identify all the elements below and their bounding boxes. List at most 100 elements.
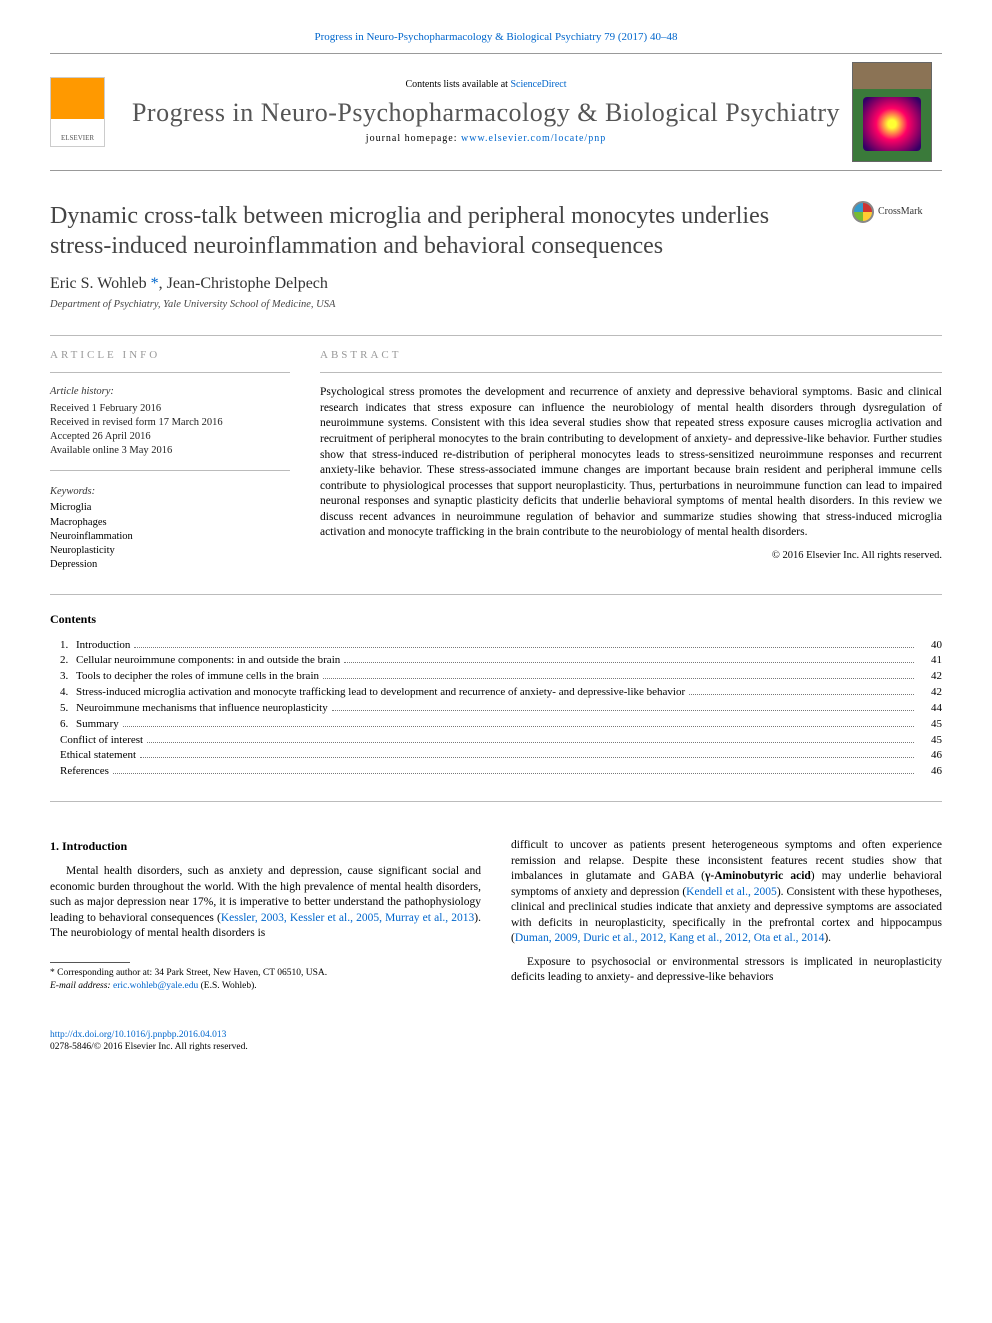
toc-label: Ethical statement	[60, 748, 136, 763]
divider	[320, 372, 942, 373]
footnote-separator	[50, 962, 130, 963]
journal-masthead: ELSEVIER Contents lists available at Sci…	[50, 53, 942, 171]
toc-row[interactable]: Conflict of interest 45	[50, 733, 942, 748]
doi-link[interactable]: http://dx.doi.org/10.1016/j.pnpbp.2016.0…	[50, 1030, 226, 1040]
affiliation: Department of Psychiatry, Yale Universit…	[50, 298, 942, 312]
col2-paragraph-1: difficult to uncover as patients present…	[511, 838, 942, 947]
gaba-term: γ-Aminobutyric acid	[705, 870, 811, 882]
keyword: Neuroplasticity	[50, 544, 290, 558]
citation-link[interactable]: Kendell et al., 2005	[686, 886, 777, 898]
corresponding-author-marker[interactable]: *	[151, 275, 159, 292]
toc-dots	[113, 773, 914, 774]
toc-dots	[323, 678, 914, 679]
running-header: Progress in Neuro-Psychopharmacology & B…	[50, 30, 942, 45]
page-footer: http://dx.doi.org/10.1016/j.pnpbp.2016.0…	[50, 1029, 942, 1055]
history-revised: Received in revised form 17 March 2016	[50, 416, 290, 430]
abstract-heading: abstract	[320, 348, 942, 363]
body-two-column: 1. Introduction Mental health disorders,…	[50, 838, 942, 1000]
article-info-heading: article info	[50, 348, 290, 363]
homepage-prefix: journal homepage:	[366, 133, 461, 144]
journal-cover-thumbnail	[852, 62, 932, 162]
toc-label: Conflict of interest	[60, 733, 143, 748]
history-label: Article history:	[50, 385, 290, 399]
intro-paragraph: Mental health disorders, such as anxiety…	[50, 864, 481, 942]
keyword: Depression	[50, 558, 290, 572]
toc-dots	[134, 647, 914, 648]
journal-homepage-line: journal homepage: www.elsevier.com/locat…	[120, 132, 852, 146]
history-accepted: Accepted 26 April 2016	[50, 430, 290, 444]
citation-link[interactable]: Kessler, 2003, Kessler et al., 2005, Mur…	[221, 912, 474, 924]
toc-row[interactable]: 3.Tools to decipher the roles of immune …	[50, 669, 942, 684]
keywords-label: Keywords:	[50, 485, 290, 499]
sciencedirect-link[interactable]: ScienceDirect	[510, 79, 566, 90]
author-1: Eric S. Wohleb	[50, 275, 151, 292]
toc-dots	[147, 742, 914, 743]
author-list: Eric S. Wohleb *, Jean-Christophe Delpec…	[50, 273, 942, 295]
elsevier-logo: ELSEVIER	[50, 77, 105, 147]
history-received: Received 1 February 2016	[50, 402, 290, 416]
divider	[50, 594, 942, 595]
masthead-center: Contents lists available at ScienceDirec…	[120, 78, 852, 145]
toc-num: 3.	[50, 669, 76, 684]
citation-link[interactable]: Duman, 2009, Duric et al., 2012, Kang et…	[515, 932, 824, 944]
author-2: Jean-Christophe Delpech	[167, 275, 328, 292]
corresponding-author-footnote: * Corresponding author at: 34 Park Stree…	[50, 967, 481, 993]
footnote-text: Corresponding author at: 34 Park Street,…	[55, 968, 327, 978]
toc-dots	[123, 726, 914, 727]
toc-page: 40	[918, 638, 942, 653]
toc-dots	[344, 662, 914, 663]
toc-num: 5.	[50, 701, 76, 716]
toc-page: 46	[918, 748, 942, 763]
toc-page: 45	[918, 733, 942, 748]
toc-label: Tools to decipher the roles of immune ce…	[76, 669, 319, 684]
title-row: Dynamic cross-talk between microglia and…	[50, 201, 942, 261]
journal-title: Progress in Neuro-Psychopharmacology & B…	[120, 98, 852, 128]
toc-row[interactable]: 2.Cellular neuroimmune components: in an…	[50, 653, 942, 668]
toc-label: Summary	[76, 717, 119, 732]
toc-row[interactable]: Ethical statement 46	[50, 748, 942, 763]
email-label: E-mail address:	[50, 981, 113, 991]
toc-row[interactable]: 6.Summary45	[50, 717, 942, 732]
toc-row[interactable]: References 46	[50, 764, 942, 779]
abstract-text: Psychological stress promotes the develo…	[320, 385, 942, 540]
running-header-link[interactable]: Progress in Neuro-Psychopharmacology & B…	[315, 31, 678, 43]
toc-num: 2.	[50, 653, 76, 668]
issn-copyright: 0278-5846/© 2016 Elsevier Inc. All right…	[50, 1042, 248, 1052]
toc-label: Cellular neuroimmune components: in and …	[76, 653, 340, 668]
journal-homepage-link[interactable]: www.elsevier.com/locate/pnp	[461, 133, 606, 144]
toc-page: 46	[918, 764, 942, 779]
crossmark-label: CrossMark	[878, 205, 922, 219]
body-col-left: 1. Introduction Mental health disorders,…	[50, 838, 481, 1000]
toc-dots	[140, 757, 914, 758]
keyword: Neuroinflammation	[50, 530, 290, 544]
author-separator: ,	[159, 275, 167, 292]
toc-num: 6.	[50, 717, 76, 732]
toc-row[interactable]: 5.Neuroimmune mechanisms that influence …	[50, 701, 942, 716]
keywords-block: Keywords: Microglia Macrophages Neuroinf…	[50, 485, 290, 572]
contents-prefix: Contents lists available at	[405, 79, 510, 90]
history-online: Available online 3 May 2016	[50, 444, 290, 458]
col2-paragraph-2: Exposure to psychosocial or environmenta…	[511, 955, 942, 986]
toc-dots	[689, 694, 914, 695]
keyword: Macrophages	[50, 516, 290, 530]
toc-page: 42	[918, 669, 942, 684]
email-suffix: (E.S. Wohleb).	[198, 981, 256, 991]
crossmark-widget[interactable]: CrossMark	[852, 201, 942, 223]
toc-page: 42	[918, 685, 942, 700]
article-info-col: article info Article history: Received 1…	[50, 348, 290, 573]
toc-label: Neuroimmune mechanisms that influence ne…	[76, 701, 328, 716]
divider	[50, 335, 942, 336]
toc-row[interactable]: 4.Stress-induced microglia activation an…	[50, 685, 942, 700]
contents-heading: Contents	[50, 611, 942, 627]
abstract-copyright: © 2016 Elsevier Inc. All rights reserved…	[320, 549, 942, 563]
table-of-contents: 1.Introduction40 2.Cellular neuroimmune …	[50, 638, 942, 780]
cover-thumb-cell	[852, 62, 942, 162]
publisher-label: ELSEVIER	[61, 134, 94, 143]
divider	[50, 470, 290, 471]
toc-label: References	[60, 764, 109, 779]
article-title: Dynamic cross-talk between microglia and…	[50, 201, 832, 261]
publisher-logo-cell: ELSEVIER	[50, 77, 120, 147]
toc-row[interactable]: 1.Introduction40	[50, 638, 942, 653]
author-email-link[interactable]: eric.wohleb@yale.edu	[113, 981, 198, 991]
toc-label: Stress-induced microglia activation and …	[76, 685, 685, 700]
